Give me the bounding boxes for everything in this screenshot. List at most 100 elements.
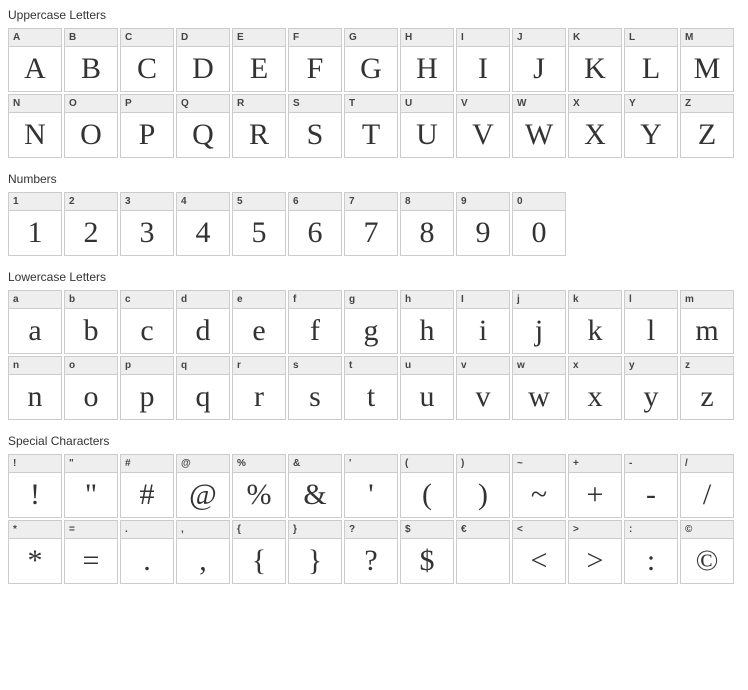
glyph-cell: OO	[64, 94, 118, 158]
glyph-header: V	[457, 95, 509, 113]
glyph-cell: ::	[624, 520, 678, 584]
glyph-cell: MM	[680, 28, 734, 92]
glyph-header: H	[401, 29, 453, 47]
glyph-display: K	[569, 47, 621, 91]
glyph-header: o	[65, 357, 117, 375]
glyph-display: i	[457, 309, 509, 353]
glyph-header: 5	[233, 193, 285, 211]
glyph-display: a	[9, 309, 61, 353]
glyph-header: 7	[345, 193, 397, 211]
glyph-cell: @@	[176, 454, 230, 518]
glyph-display: }	[289, 539, 341, 583]
glyph-cell: ,,	[176, 520, 230, 584]
glyph-display: Q	[177, 113, 229, 157]
glyph-display: g	[345, 309, 397, 353]
glyph-row: aabbccddeeffgghhIijjkkllmm	[8, 290, 740, 354]
glyph-cell: 44	[176, 192, 230, 256]
glyph-row: 11223344556677889900	[8, 192, 740, 256]
glyph-cell: QQ	[176, 94, 230, 158]
glyph-display: D	[177, 47, 229, 91]
glyph-display: 1	[9, 211, 61, 255]
glyph-header: r	[233, 357, 285, 375]
glyph-display: k	[569, 309, 621, 353]
glyph-cell: UU	[400, 94, 454, 158]
glyph-display: =	[65, 539, 117, 583]
glyph-cell: &&	[288, 454, 342, 518]
glyph-display: F	[289, 47, 341, 91]
glyph-header: l	[625, 291, 677, 309]
glyph-header: %	[233, 455, 285, 473]
glyph-cell: pp	[120, 356, 174, 420]
glyph-display: J	[513, 47, 565, 91]
glyph-display: #	[121, 473, 173, 517]
glyph-cell: 55	[232, 192, 286, 256]
glyph-cell: !!	[8, 454, 62, 518]
glyph-cell: 77	[344, 192, 398, 256]
glyph-header: =	[65, 521, 117, 539]
glyph-cell: }}	[288, 520, 342, 584]
glyph-cell: ww	[512, 356, 566, 420]
glyph-display: U	[401, 113, 453, 157]
glyph-cell: GG	[344, 28, 398, 92]
glyph-display: E	[233, 47, 285, 91]
glyph-header: Q	[177, 95, 229, 113]
glyph-display: G	[345, 47, 397, 91]
glyph-cell: vv	[456, 356, 510, 420]
glyph-cell: uu	[400, 356, 454, 420]
glyph-cell: gg	[344, 290, 398, 354]
glyph-display: 8	[401, 211, 453, 255]
glyph-cell: ""	[64, 454, 118, 518]
glyph-display: 2	[65, 211, 117, 255]
glyph-cell: $$	[400, 520, 454, 584]
glyph-cell: 11	[8, 192, 62, 256]
glyph-display: s	[289, 375, 341, 419]
glyph-header: q	[177, 357, 229, 375]
glyph-header: .	[121, 521, 173, 539]
glyph-display: 7	[345, 211, 397, 255]
glyph-cell: VV	[456, 94, 510, 158]
glyph-cell: rr	[232, 356, 286, 420]
glyph-header: w	[513, 357, 565, 375]
glyph-cell: ff	[288, 290, 342, 354]
glyph-header: z	[681, 357, 733, 375]
glyph-cell: ==	[64, 520, 118, 584]
glyph-display: %	[233, 473, 285, 517]
glyph-cell: aa	[8, 290, 62, 354]
glyph-display: m	[681, 309, 733, 353]
glyph-header: S	[289, 95, 341, 113]
glyph-cell: %%	[232, 454, 286, 518]
glyph-display: h	[401, 309, 453, 353]
glyph-cell: Ii	[456, 290, 510, 354]
glyph-header: e	[233, 291, 285, 309]
glyph-header: j	[513, 291, 565, 309]
glyph-header: O	[65, 95, 117, 113]
glyph-header: (	[401, 455, 453, 473]
glyph-display: O	[65, 113, 117, 157]
glyph-display: p	[121, 375, 173, 419]
glyph-header: a	[9, 291, 61, 309]
glyph-header: 9	[457, 193, 509, 211]
glyph-cell: 00	[512, 192, 566, 256]
glyph-cell: ##	[120, 454, 174, 518]
glyph-display: 4	[177, 211, 229, 255]
glyph-row: **==..,,{{}}??$$€<<>>::©©	[8, 520, 740, 584]
glyph-cell: LL	[624, 28, 678, 92]
glyph-cell: nn	[8, 356, 62, 420]
glyph-header: K	[569, 29, 621, 47]
glyph-cell: ))	[456, 454, 510, 518]
glyph-cell: **	[8, 520, 62, 584]
glyph-header: @	[177, 455, 229, 473]
glyph-header: g	[345, 291, 397, 309]
section: Uppercase LettersAABBCCDDEEFFGGHHIIJJKKL…	[8, 8, 740, 158]
glyph-cell: EE	[232, 28, 286, 92]
glyph-header: t	[345, 357, 397, 375]
glyph-cell: XX	[568, 94, 622, 158]
glyph-cell: ZZ	[680, 94, 734, 158]
glyph-display: 0	[513, 211, 565, 255]
glyph-display: X	[569, 113, 621, 157]
glyph-row: nnooppqqrrssttuuvvwwxxyyzz	[8, 356, 740, 420]
glyph-display: /	[681, 473, 733, 517]
glyph-display: )	[457, 473, 509, 517]
glyph-cell: >>	[568, 520, 622, 584]
glyph-display: +	[569, 473, 621, 517]
